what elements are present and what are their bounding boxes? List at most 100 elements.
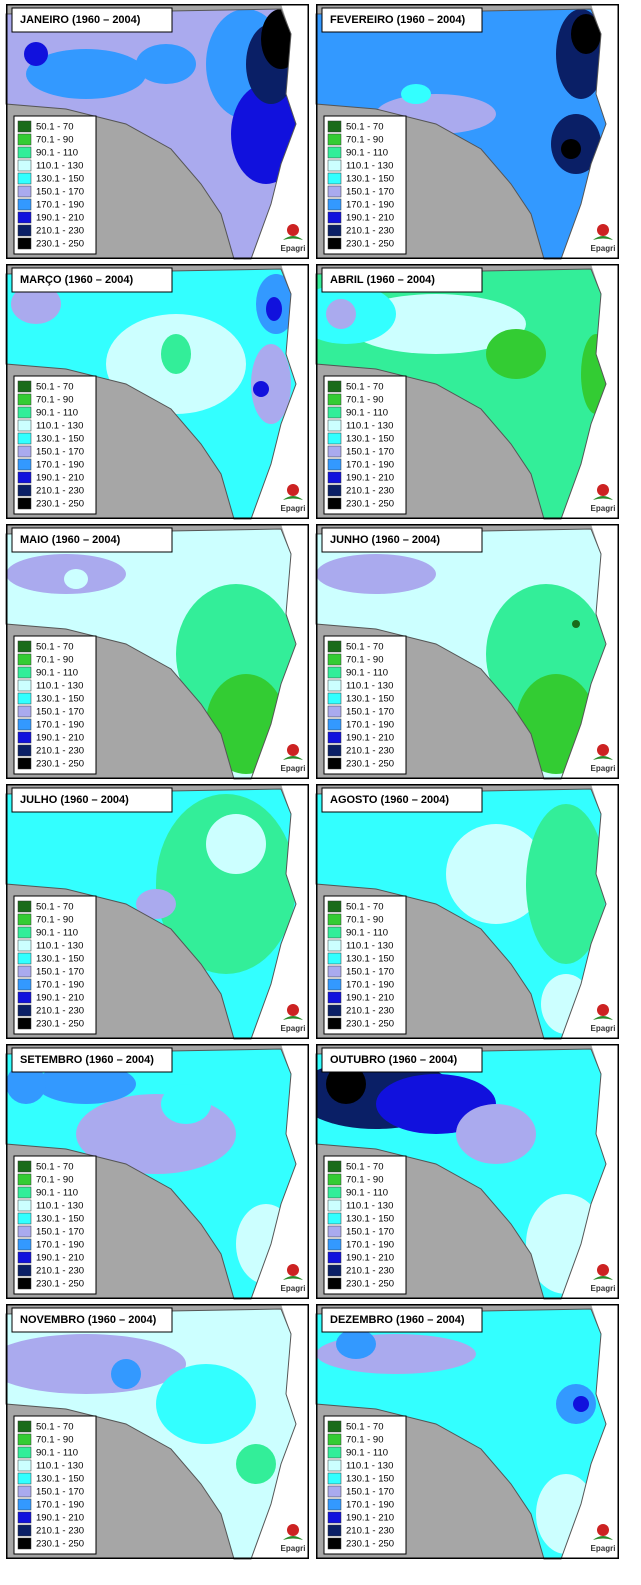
state-base: [6, 1049, 296, 1299]
region: [64, 569, 88, 589]
title-box: [321, 527, 483, 553]
regions: [316, 1059, 606, 1294]
legend-swatch: [17, 1277, 32, 1290]
sea: [251, 524, 309, 779]
legend-label: 110.1 - 130: [36, 1461, 83, 1472]
legend-label: 90.1 - 110: [346, 408, 388, 419]
map-panel: SETEMBRO (1960 – 2004) 50.1 - 70 70.1 - 90…: [5, 1044, 309, 1300]
legend-swatch: [17, 1511, 32, 1524]
regions: [446, 804, 606, 1034]
legend-label: 230.1 - 250: [36, 1279, 84, 1290]
legend-swatch: [327, 224, 342, 237]
legend-swatch: [17, 1238, 32, 1251]
legend-label: 50.1 - 70: [36, 122, 74, 133]
legend-label: 90.1 - 110: [346, 668, 388, 679]
logo-text: Epagri: [591, 1284, 616, 1293]
title-box: [321, 267, 483, 293]
map-panel: MAIO (1960 – 2004) 50.1 - 70 70.1 - 90 90.1…: [5, 524, 309, 780]
legend-label: 230.1 - 250: [36, 1539, 84, 1550]
legend-label: 150.1 - 170: [36, 967, 84, 978]
legend-swatch: [17, 484, 32, 497]
legend-label: 70.1 - 90: [346, 1435, 384, 1446]
region: [401, 84, 431, 104]
logo-text: Epagri: [281, 764, 306, 773]
legend-swatch: [17, 237, 32, 250]
logo-leaves: [593, 1276, 613, 1280]
legend-swatch: [327, 406, 342, 419]
panel-title: MAIO (1960 – 2004): [20, 534, 121, 546]
legend-label: 70.1 - 90: [36, 915, 74, 926]
legend-label: 110.1 - 130: [36, 421, 83, 432]
legend-label: 150.1 - 170: [36, 447, 84, 458]
logo-leaves: [283, 496, 303, 500]
legend-swatch: [17, 1264, 32, 1277]
region: [161, 1084, 211, 1124]
title-box: [11, 1047, 173, 1073]
legend-label: 70.1 - 90: [346, 1175, 384, 1186]
legend-label: 50.1 - 70: [346, 1162, 384, 1173]
legend-swatch: [17, 1524, 32, 1537]
legend-swatch: [327, 692, 342, 705]
legend-swatch: [17, 939, 32, 952]
legend-swatch: [327, 1498, 342, 1511]
region: [572, 620, 580, 628]
region: [571, 14, 601, 54]
legend-swatch: [327, 393, 342, 406]
title-box: [11, 7, 173, 33]
legend-swatch: [327, 1017, 342, 1030]
legend-label: 230.1 - 250: [346, 1279, 394, 1290]
legend-label: 150.1 - 170: [346, 447, 394, 458]
legend-swatch: [327, 458, 342, 471]
legend-label: 70.1 - 90: [36, 395, 74, 406]
legend-swatch: [17, 1017, 32, 1030]
legend-label: 210.1 - 230: [346, 226, 394, 237]
legend-swatch: [17, 419, 32, 432]
region: [36, 1064, 136, 1104]
legend-label: 130.1 - 150: [36, 1474, 84, 1485]
legend-label: 70.1 - 90: [36, 135, 74, 146]
logo-icon: [597, 484, 609, 496]
title-box: [321, 787, 483, 813]
legend-label: 190.1 - 210: [36, 473, 84, 484]
legend-label: 50.1 - 70: [346, 642, 384, 653]
region: [26, 49, 146, 99]
sea: [251, 264, 309, 519]
panel-border: [6, 1304, 309, 1559]
legend-swatch: [17, 1225, 32, 1238]
legend-label: 50.1 - 70: [346, 122, 384, 133]
legend-label: 130.1 - 150: [36, 434, 84, 445]
legend-swatch: [17, 458, 32, 471]
legend-label: 190.1 - 210: [36, 213, 84, 224]
legend-swatch: [327, 380, 342, 393]
legend-swatch: [327, 1251, 342, 1264]
panel-title: JULHO (1960 – 2004): [20, 794, 129, 806]
legend-swatch: [327, 1004, 342, 1017]
legend-label: 110.1 - 130: [36, 1201, 83, 1212]
legend-swatch: [327, 1238, 342, 1251]
legend-label: 210.1 - 230: [36, 1266, 84, 1277]
logo-leaves: [283, 1016, 303, 1020]
logo-icon: [597, 1264, 609, 1276]
legend-swatch: [327, 666, 342, 679]
logo-text: Epagri: [281, 504, 306, 513]
sea: [561, 524, 619, 779]
legend-label: 70.1 - 90: [36, 655, 74, 666]
legend-swatch: [327, 1433, 342, 1446]
panel-title: JUNHO (1960 – 2004): [330, 534, 440, 546]
legend-label: 70.1 - 90: [346, 135, 384, 146]
legend-swatch: [327, 926, 342, 939]
regions: [316, 1329, 596, 1554]
sea: [561, 784, 619, 1039]
legend-swatch: [327, 1446, 342, 1459]
legend-swatch: [17, 393, 32, 406]
legend-label: 90.1 - 110: [36, 668, 78, 679]
legend-label: 90.1 - 110: [346, 1448, 388, 1459]
legend-swatch: [327, 1199, 342, 1212]
legend-label: 170.1 - 190: [36, 200, 84, 211]
legend-swatch: [17, 978, 32, 991]
legend-swatch: [327, 1160, 342, 1173]
legend-swatch: [17, 692, 32, 705]
legend-swatch: [327, 211, 342, 224]
legend-swatch: [17, 744, 32, 757]
